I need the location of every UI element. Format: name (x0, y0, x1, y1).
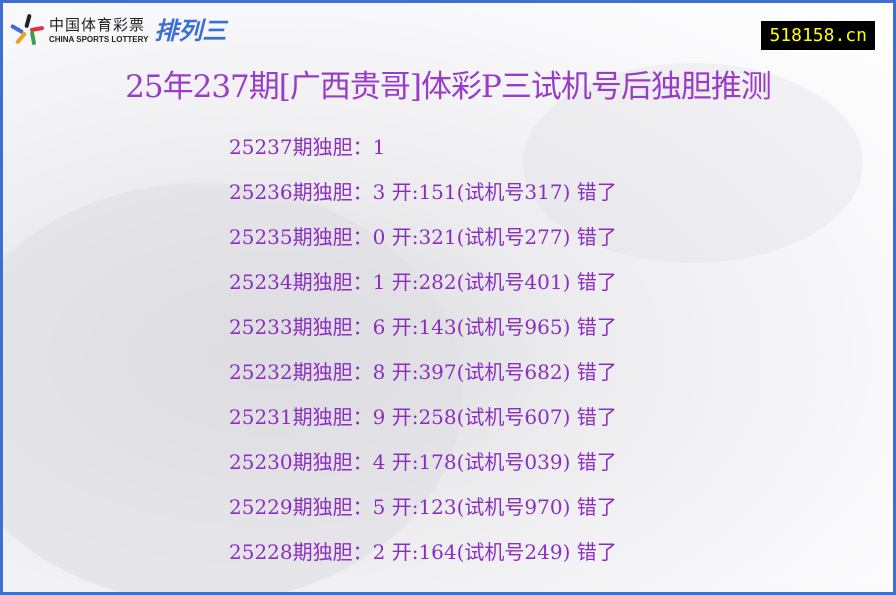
list-item: 25228期独胆：2 开:164(试机号249) 错了 (229, 540, 617, 564)
logo-cn-text: 中国体育彩票 (49, 15, 146, 34)
lottery-logo: 中国体育彩票 CHINA SPORTS LOTTERY 排列三 (9, 11, 227, 46)
background-ink-art (3, 183, 463, 592)
logo-mark-icon (9, 12, 45, 46)
list-item: 25229期独胆：5 开:123(试机号970) 错了 (229, 495, 617, 519)
list-item: 25237期独胆：1 (229, 135, 386, 159)
list-item: 25236期独胆：3 开:151(试机号317) 错了 (229, 180, 617, 204)
list-item: 25234期独胆：1 开:282(试机号401) 错了 (229, 270, 617, 294)
page-title: 25年237期[广西贵哥]体彩P三试机号后独胆推测 (125, 69, 772, 105)
logo-game-text: 排列三 (154, 17, 227, 45)
list-item: 25230期独胆：4 开:178(试机号039) 错了 (229, 450, 617, 474)
prediction-list: 25237期独胆：1 25236期独胆：3 开:151(试机号317) 错了 2… (229, 131, 617, 581)
list-item: 25231期独胆：9 开:258(试机号607) 错了 (229, 405, 617, 429)
list-item: 25233期独胆：6 开:143(试机号965) 错了 (229, 315, 617, 339)
list-item: 25232期独胆：8 开:397(试机号682) 错了 (229, 360, 617, 384)
site-watermark: 518158.cn (761, 21, 875, 50)
background-ink-art (523, 63, 863, 263)
list-item: 25235期独胆：0 开:321(试机号277) 错了 (229, 225, 617, 249)
logo-en-text: CHINA SPORTS LOTTERY (49, 34, 149, 44)
